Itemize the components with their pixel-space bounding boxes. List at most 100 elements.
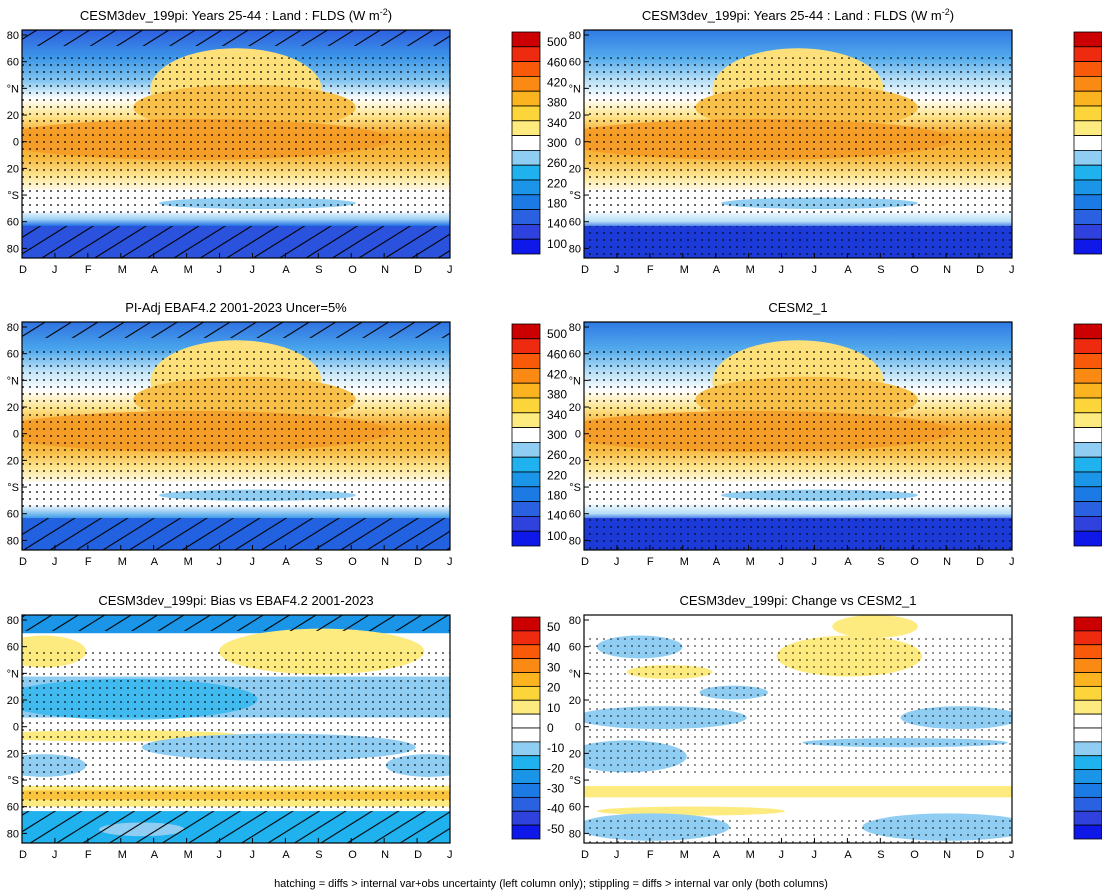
- colorbar-label: 300: [547, 136, 567, 150]
- colorbar-swatch: [511, 76, 541, 92]
- panel-title: CESM3dev_199pi: Years 25-44 : Land : FLD…: [80, 7, 392, 23]
- y-tick-label: 20: [569, 455, 581, 467]
- panel-2: CESM3dev_199pi: Years 25-44 : Land : FLD…: [569, 7, 1102, 276]
- colorbar-swatch: [511, 644, 541, 660]
- colorbar-swatch: [1073, 441, 1102, 458]
- colorbar-label: 260: [547, 156, 567, 170]
- colorbar-swatch: [511, 685, 541, 701]
- plot-area: [584, 615, 1012, 843]
- panel-title: CESM2_1: [768, 300, 827, 315]
- x-tick-label: S: [315, 264, 322, 276]
- x-tick-label: D: [581, 264, 589, 276]
- chg-nh-warm-top: [832, 615, 918, 638]
- x-tick-label: M: [746, 264, 755, 276]
- x-tick-label: A: [151, 849, 159, 861]
- colorbar-swatch: [1073, 727, 1102, 743]
- colorbar-swatch: [1073, 209, 1102, 225]
- colorbar-swatch: [1073, 105, 1102, 122]
- y-tick-label: 20: [569, 402, 581, 414]
- colorbar-swatch: [511, 323, 541, 340]
- colorbar-swatch: [511, 672, 541, 687]
- colorbar-swatch: [511, 105, 541, 122]
- panel-1: CESM3dev_199pi: Years 25-44 : Land : FLD…: [7, 7, 568, 276]
- x-tick-label: D: [414, 849, 422, 861]
- y-tick-label: 80: [569, 615, 581, 627]
- x-tick-label: A: [282, 849, 290, 861]
- panel-title-units: -2: [380, 7, 388, 17]
- x-tick-label: A: [713, 264, 721, 276]
- x-tick-label: J: [52, 849, 58, 861]
- colorbar-label: 380: [547, 388, 567, 402]
- panel-title-close: ): [388, 8, 392, 23]
- x-tick-label: A: [844, 264, 852, 276]
- colorbar-label: 460: [547, 55, 567, 69]
- colorbar-swatch: [511, 164, 541, 181]
- x-tick-label: M: [184, 556, 193, 568]
- colorbar-label: 260: [547, 448, 567, 462]
- x-tick-label: J: [52, 264, 58, 276]
- x-tick-label: J: [249, 264, 255, 276]
- x-tick-label: O: [348, 556, 357, 568]
- y-tick-label: 60: [7, 217, 19, 229]
- colorbar-swatch: [511, 223, 541, 240]
- plot-frame: [21, 29, 451, 259]
- x-tick-label: J: [1009, 556, 1015, 568]
- x-tick-label: A: [844, 849, 852, 861]
- colorbar-swatch: [511, 699, 541, 715]
- x-tick-label: O: [910, 849, 919, 861]
- colorbar-swatch: [511, 367, 541, 384]
- colorbar-swatch: [1073, 135, 1102, 151]
- y-tick-label: 60: [569, 802, 581, 814]
- colorbar-swatch: [1073, 516, 1102, 532]
- y-tick-label: °S: [569, 190, 581, 202]
- colorbar-swatch: [511, 741, 541, 757]
- x-tick-label: S: [315, 849, 322, 861]
- y-tick-label: 80: [569, 535, 581, 547]
- y-tick-label: °N: [569, 83, 581, 95]
- colorbar-swatch: [1073, 685, 1102, 701]
- colorbar-swatch: [511, 194, 541, 211]
- y-tick-label: 60: [7, 349, 19, 361]
- panel-5: CESM3dev_199pi: Bias vs EBAF4.2 2001-202…: [7, 593, 565, 861]
- x-tick-label: J: [1009, 264, 1015, 276]
- colorbar-swatch: [1073, 194, 1102, 211]
- y-tick-label: 20: [569, 110, 581, 122]
- colorbar-swatch: [1073, 769, 1102, 784]
- x-tick-label: M: [118, 849, 127, 861]
- panel-3: PI-Adj EBAF4.2 2001-2023 Uncer=5% 80 60 °N 2…: [7, 300, 568, 568]
- x-tick-label: N: [381, 264, 389, 276]
- colorbar-label: 100: [547, 529, 567, 543]
- colorbar-swatch: [511, 353, 541, 369]
- colorbar-swatch: [1073, 824, 1102, 840]
- x-tick-label: J: [249, 556, 255, 568]
- colorbar-swatch: [1073, 796, 1102, 812]
- colorbar-swatch: [1073, 61, 1102, 77]
- x-tick-label: J: [447, 556, 453, 568]
- colorbar-swatch: [511, 471, 541, 488]
- x-tick-label: N: [943, 556, 951, 568]
- hatching-south: [22, 811, 450, 843]
- colorbar-label: 10: [547, 701, 561, 715]
- stippling-south: [584, 518, 1012, 550]
- colorbar-swatch: [511, 179, 541, 196]
- colorbar-swatch: [511, 501, 541, 517]
- colorbar-swatch: [511, 397, 541, 414]
- y-tick-label: 60: [569, 509, 581, 521]
- colorbar-swatch: [1073, 76, 1102, 92]
- colorbar-swatch: [1073, 456, 1102, 473]
- x-tick-label: A: [282, 556, 290, 568]
- colorbar-label: 100: [547, 237, 567, 251]
- colorbar-label: 340: [547, 116, 567, 130]
- hatching-north: [22, 30, 450, 46]
- plot-frame: [583, 614, 1013, 844]
- panel-title-text: PI-Adj EBAF4.2 2001-2023 Uncer=5%: [125, 300, 347, 315]
- x-tick-label: J: [447, 849, 453, 861]
- colorbar-label: 340: [547, 408, 567, 422]
- x-tick-label: M: [184, 264, 193, 276]
- x-tick-label: J: [779, 264, 785, 276]
- x-tick-label: J: [217, 849, 223, 861]
- y-tick-label: 60: [7, 802, 19, 814]
- colorbar-swatch: [511, 616, 541, 632]
- y-tick-label: 60: [7, 57, 19, 69]
